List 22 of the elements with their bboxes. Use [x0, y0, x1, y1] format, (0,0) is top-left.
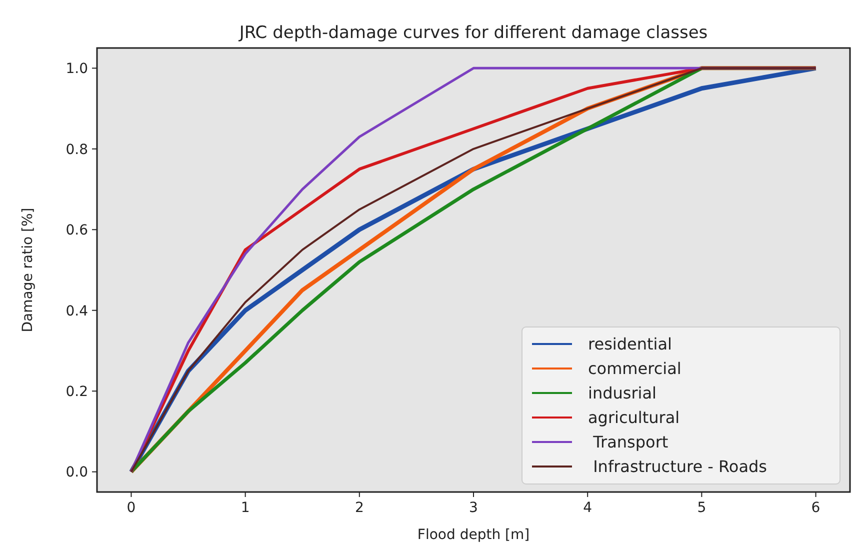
legend-label: Infrastructure - Roads [588, 457, 767, 476]
x-tick-label: 1 [240, 500, 250, 516]
chart-title: JRC depth-damage curves for different damage classes [238, 23, 708, 43]
y-tick-label: 0.6 [66, 222, 88, 239]
x-tick-label: 2 [354, 500, 364, 516]
y-tick-label: 0.2 [66, 384, 88, 400]
legend-label: Transport [588, 432, 668, 452]
y-axis-title: Damage ratio [%] [20, 208, 36, 332]
y-tick-label: 0.0 [66, 464, 88, 481]
legend-label: commercial [588, 359, 682, 378]
x-tick-label: 5 [697, 500, 706, 516]
legend-label: residential [588, 334, 672, 354]
x-axis-title: Flood depth [m] [417, 527, 530, 543]
x-tick-label: 6 [811, 500, 820, 516]
x-tick-label: 0 [126, 500, 136, 516]
y-tick-label: 0.4 [66, 303, 88, 320]
legend-label: indusrial [588, 384, 656, 403]
y-tick-label: 1.0 [66, 61, 88, 78]
legend-label: agricultural [588, 408, 680, 428]
x-tick-label: 4 [583, 500, 592, 516]
x-tick-label: 3 [469, 500, 478, 516]
y-tick-label: 0.8 [66, 142, 88, 158]
